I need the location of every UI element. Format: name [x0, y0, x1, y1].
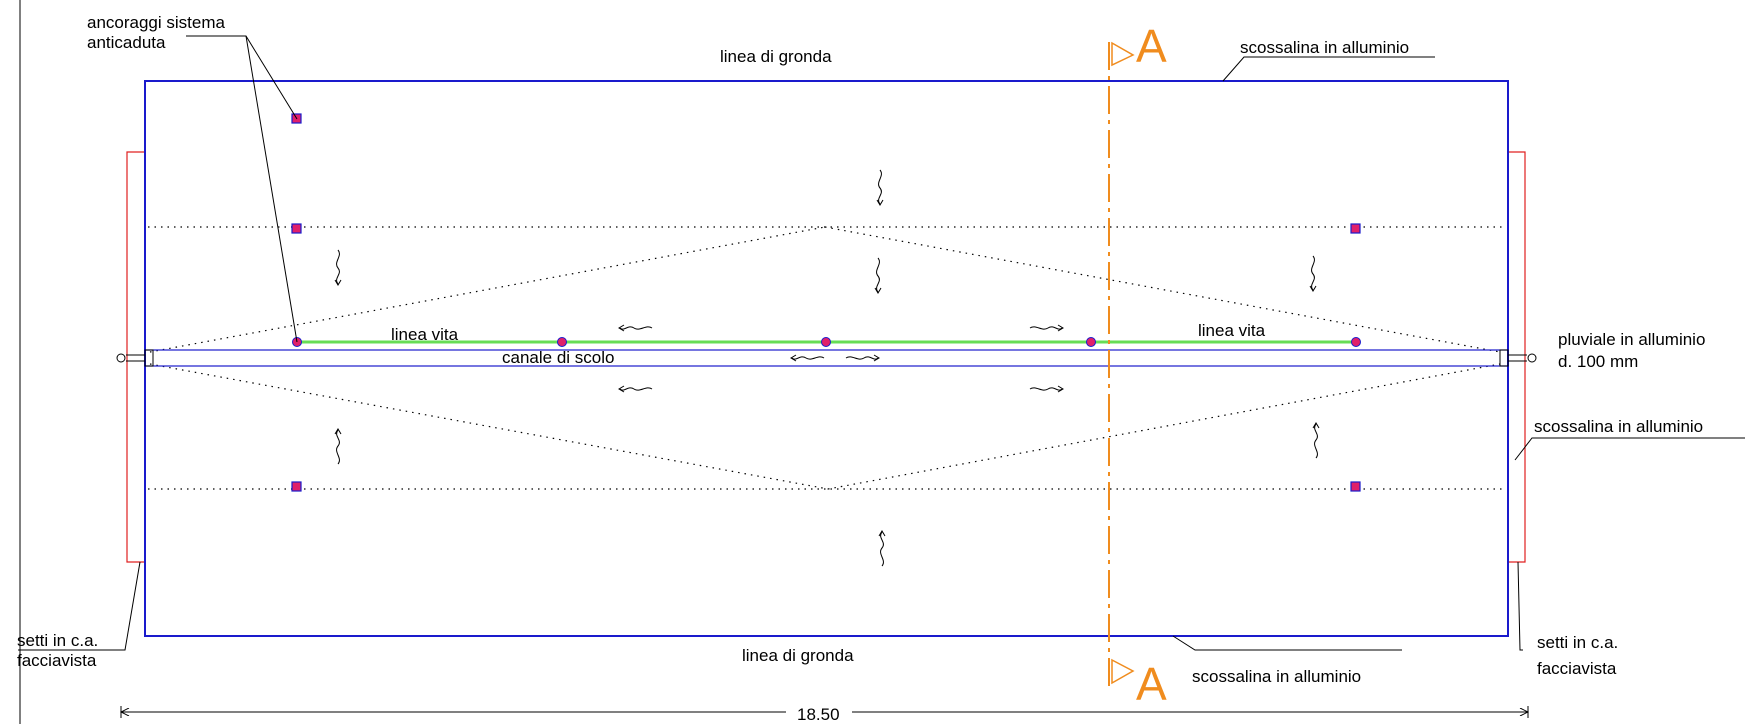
gutter-channel-label: canale di scolo: [502, 348, 614, 367]
downpipe-label-line1: pluviale in alluminio: [1558, 330, 1705, 349]
gutter-end-left: [144, 349, 154, 367]
anchors-label-line1: ancoraggi sistema: [87, 13, 226, 32]
slope-lines: [148, 226, 1505, 490]
roof-outline: [144, 80, 1509, 637]
flashing-right-label: scossalina in alluminio: [1534, 417, 1703, 436]
slope-arrow: [876, 169, 884, 206]
lifeline-label-left: linea vita: [391, 325, 459, 344]
section-marker-bottom: [1111, 658, 1135, 685]
downpipe-right: [1508, 353, 1537, 363]
slope-arrow: [845, 354, 880, 362]
wall-right: [1508, 151, 1526, 563]
flashing-bottom-label: scossalina in alluminio: [1192, 667, 1361, 686]
flashing-top-label: scossalina in alluminio: [1240, 38, 1409, 57]
section-label-top: A: [1136, 20, 1167, 72]
lifeline-label-right: linea vita: [1198, 321, 1266, 340]
eave-top-label: linea di gronda: [720, 47, 832, 66]
lifeline-post: [1351, 337, 1361, 347]
section-label-bottom: A: [1136, 658, 1167, 710]
anchor-points: [291, 113, 1361, 492]
slope-arrow: [1029, 324, 1064, 332]
walls-right-label-line2: facciavista: [1537, 659, 1617, 678]
downpipe-label-line2: d. 100 mm: [1558, 352, 1638, 371]
anchor-point: [291, 223, 302, 234]
slope-arrow: [874, 257, 882, 294]
leader-lines: [18, 35, 1745, 651]
lifeline-post: [821, 337, 831, 347]
walls-right-label-line1: setti in c.a.: [1537, 633, 1618, 652]
slope-arrow: [334, 249, 342, 286]
anchors-label-line2: anticaduta: [87, 33, 166, 52]
slope-arrow: [790, 354, 825, 362]
slope-arrow: [1029, 385, 1064, 393]
gutter-end-right: [1499, 349, 1509, 367]
lifeline-post: [557, 337, 567, 347]
slope-arrow: [878, 530, 886, 567]
dimension-text: 18.50: [797, 705, 840, 724]
anchor-point: [291, 481, 302, 492]
lifeline-post: [1086, 337, 1096, 347]
slope-arrow: [1312, 422, 1320, 459]
walls-left-label-line2: facciavista: [17, 651, 97, 670]
lifeline-posts: [292, 337, 1361, 347]
anchor-point: [1350, 481, 1361, 492]
slope-arrow: [1309, 255, 1317, 292]
slope-arrows: [334, 169, 1320, 567]
downpipe-left: [116, 353, 145, 363]
eave-bottom-label: linea di gronda: [742, 646, 854, 665]
gutter-channel: [144, 349, 1509, 367]
anchor-point: [1350, 223, 1361, 234]
section-marker-top: [1111, 41, 1135, 67]
slope-arrow: [618, 385, 653, 393]
dimension-text-background: [786, 702, 852, 724]
wall-left: [126, 151, 145, 563]
slope-arrow: [618, 324, 653, 332]
walls-left-label-line1: setti in c.a.: [17, 631, 98, 650]
slope-arrow: [334, 428, 342, 465]
